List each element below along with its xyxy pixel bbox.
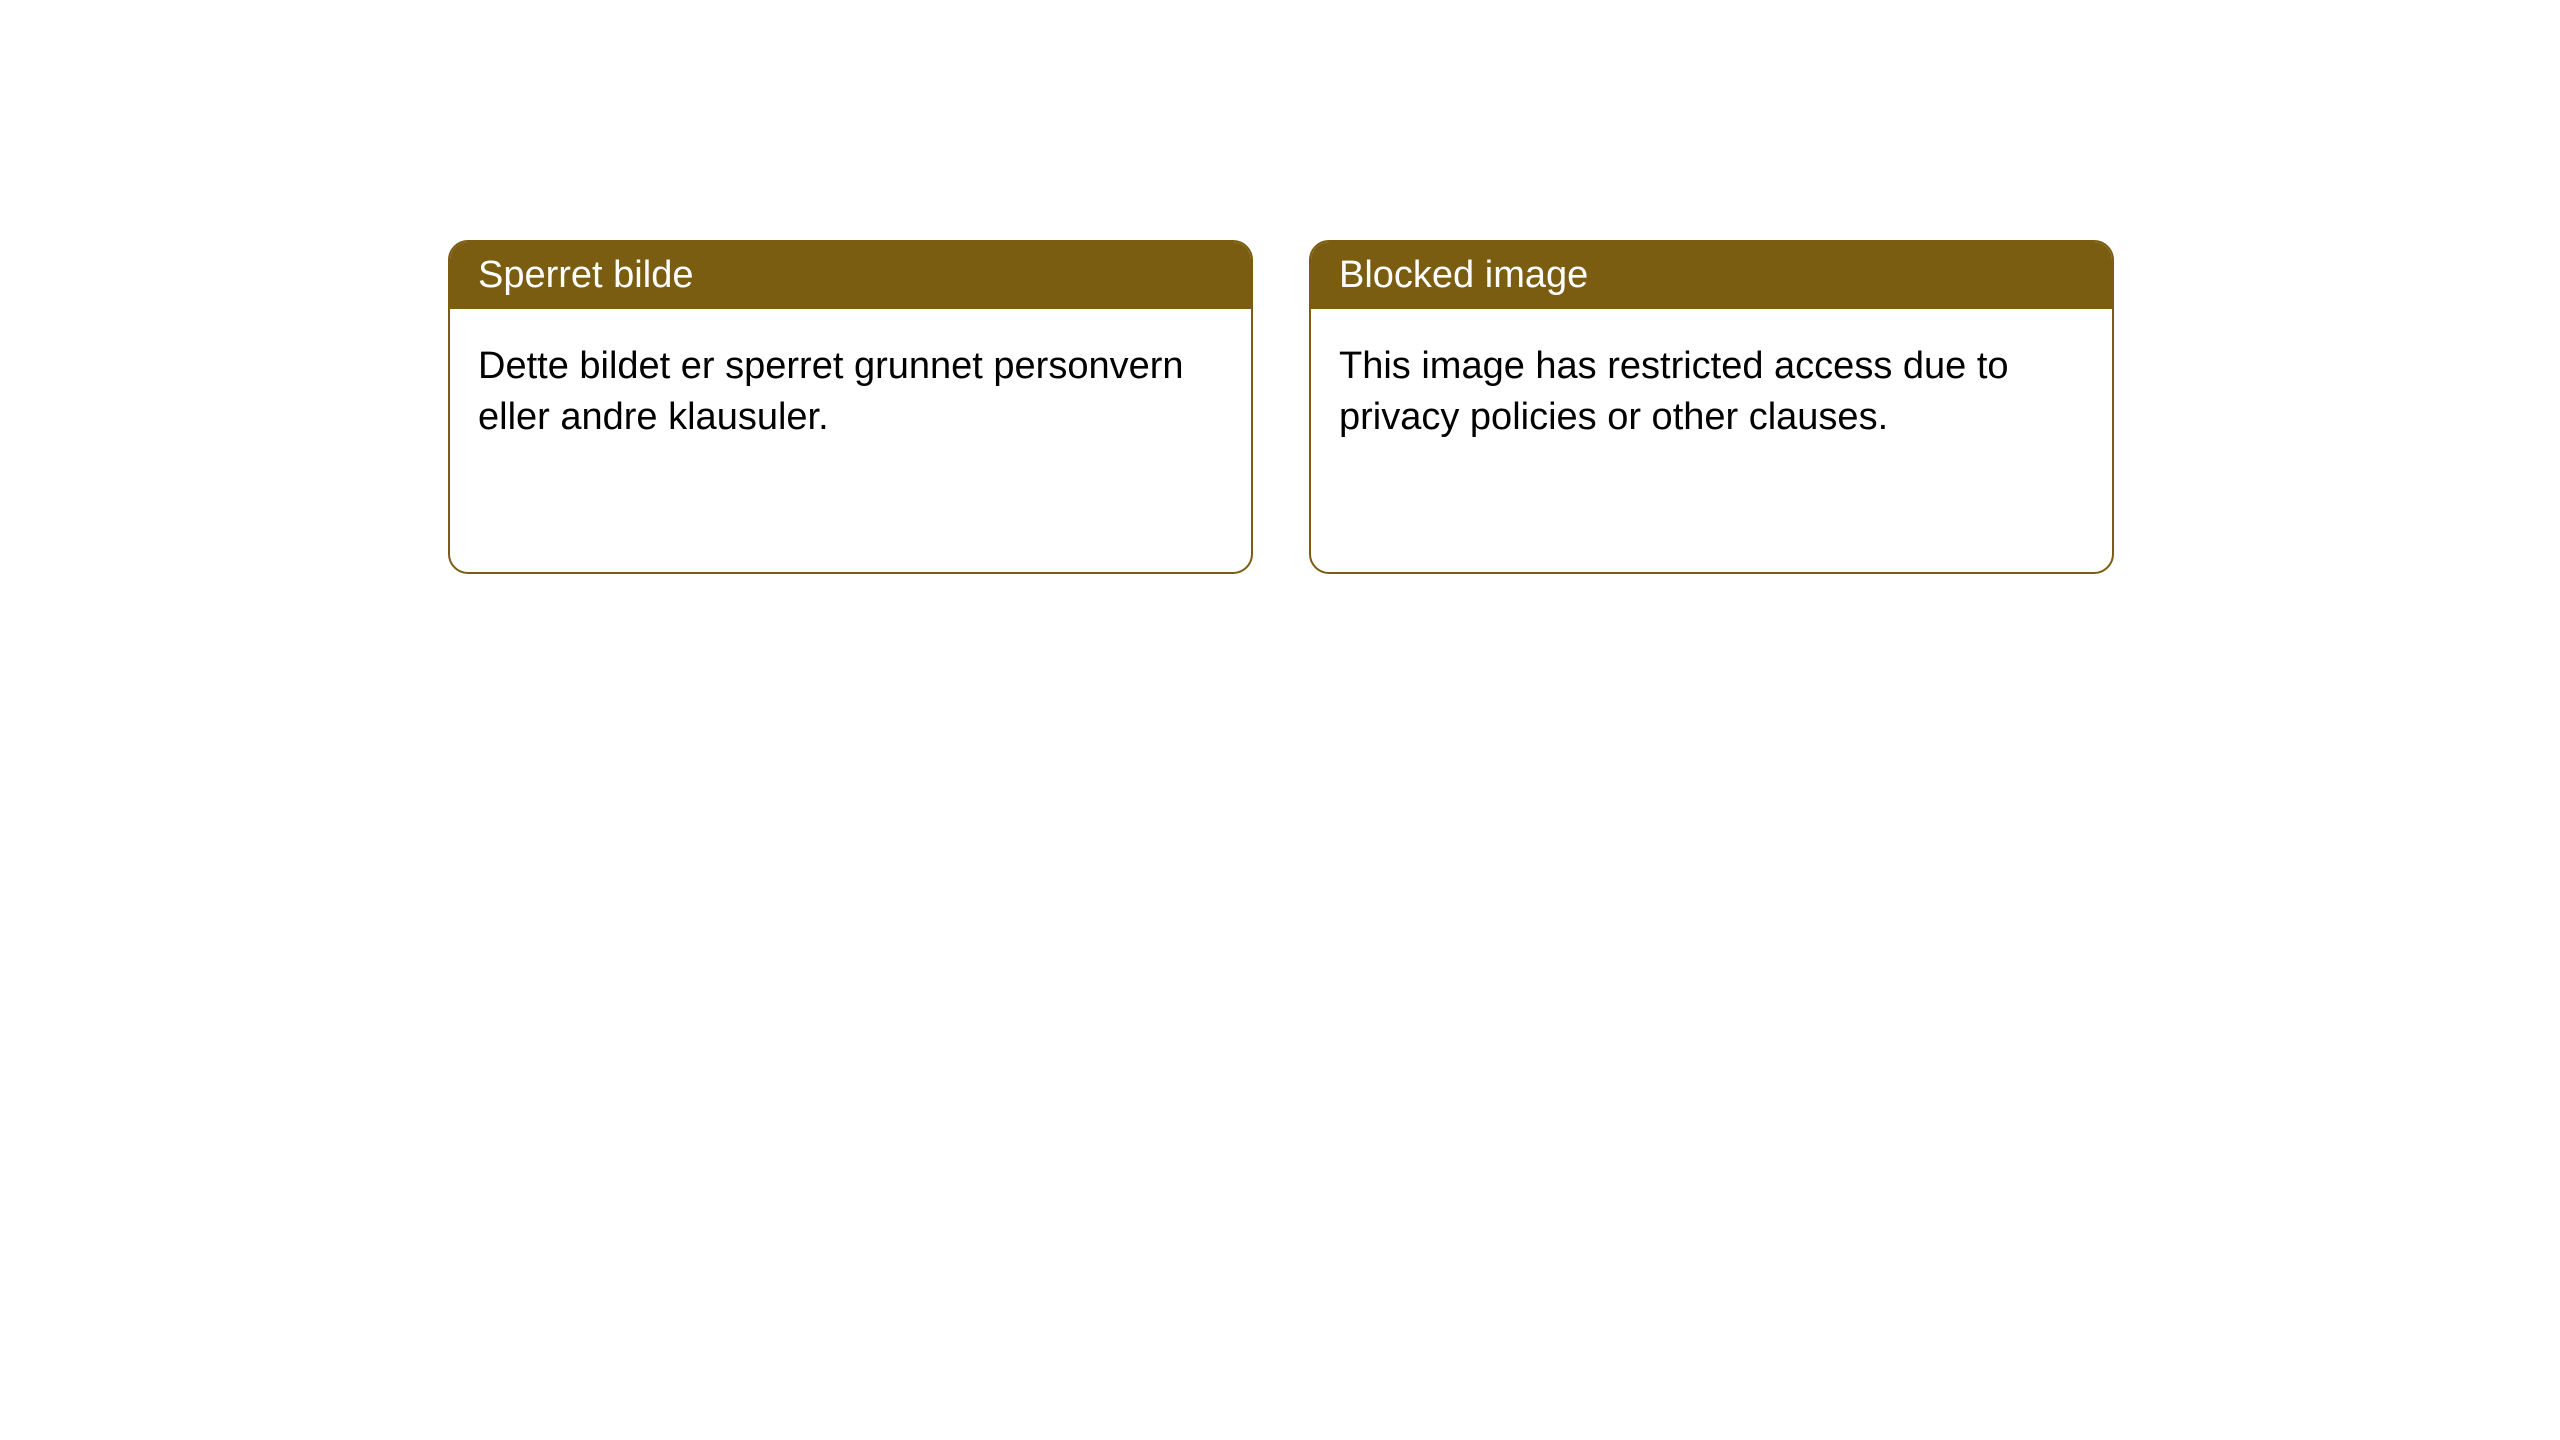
card-body-en: This image has restricted access due to … — [1311, 309, 2112, 572]
card-header-no: Sperret bilde — [450, 242, 1251, 309]
card-header-en: Blocked image — [1311, 242, 2112, 309]
card-body-no: Dette bildet er sperret grunnet personve… — [450, 309, 1251, 572]
blocked-image-card-no: Sperret bilde Dette bildet er sperret gr… — [448, 240, 1253, 574]
blocked-image-cards-container: Sperret bilde Dette bildet er sperret gr… — [448, 240, 2114, 574]
blocked-image-card-en: Blocked image This image has restricted … — [1309, 240, 2114, 574]
